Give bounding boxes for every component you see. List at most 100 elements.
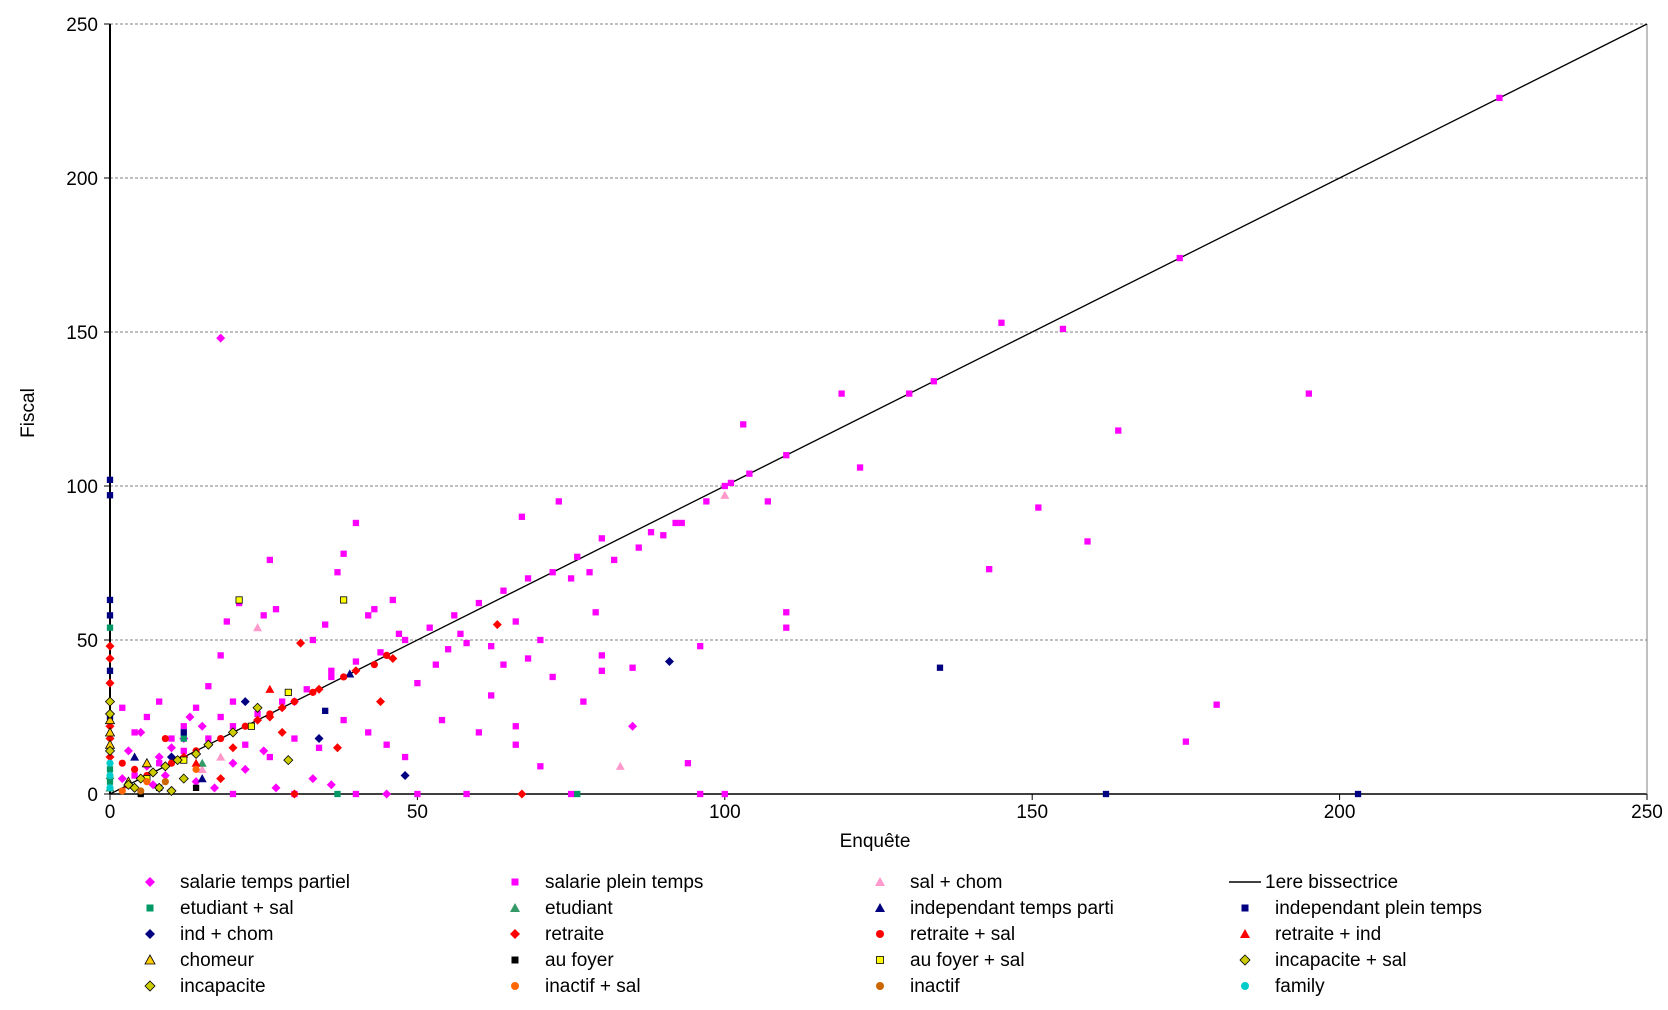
data-point bbox=[143, 713, 151, 721]
data-point bbox=[192, 704, 200, 711]
data-point bbox=[156, 760, 163, 767]
y-axis-title: Fiscal bbox=[18, 388, 39, 438]
data-point bbox=[106, 476, 114, 483]
data-point bbox=[308, 774, 318, 784]
data-point bbox=[524, 575, 532, 582]
data-point bbox=[178, 773, 189, 784]
data-point bbox=[388, 653, 398, 663]
data-point bbox=[598, 535, 605, 542]
data-point bbox=[930, 378, 937, 385]
y-tick-label: 0 bbox=[87, 785, 98, 806]
data-point bbox=[457, 630, 464, 637]
legend-swatch bbox=[876, 956, 884, 964]
data-point bbox=[328, 667, 335, 674]
data-point bbox=[106, 766, 114, 773]
data-point bbox=[1496, 94, 1503, 102]
data-point bbox=[154, 782, 165, 793]
data-point bbox=[598, 652, 605, 659]
data-point bbox=[180, 747, 187, 755]
legend-swatch bbox=[875, 877, 885, 886]
data-point bbox=[512, 741, 519, 748]
data-point bbox=[266, 556, 273, 564]
data-point bbox=[123, 746, 133, 756]
data-point bbox=[131, 772, 138, 779]
data-point bbox=[137, 787, 145, 795]
data-point bbox=[309, 636, 317, 644]
data-layer bbox=[104, 23, 1648, 799]
data-point bbox=[537, 636, 544, 644]
series-group bbox=[106, 624, 581, 798]
data-point bbox=[567, 790, 575, 798]
data-point bbox=[703, 498, 710, 505]
x-tick-label: 150 bbox=[1016, 802, 1048, 823]
data-point bbox=[277, 727, 287, 737]
data-point bbox=[727, 479, 735, 487]
data-point bbox=[106, 771, 114, 780]
legend-label: etudiant bbox=[545, 898, 613, 919]
legend-label: au foyer bbox=[545, 950, 614, 971]
data-point bbox=[104, 745, 116, 756]
data-point bbox=[104, 708, 116, 719]
data-point bbox=[106, 778, 114, 785]
data-point bbox=[156, 698, 163, 705]
data-point bbox=[105, 653, 115, 663]
data-point bbox=[106, 612, 114, 619]
data-point bbox=[129, 782, 140, 793]
data-point bbox=[217, 734, 225, 743]
legend-swatch bbox=[144, 980, 156, 992]
data-point bbox=[205, 683, 212, 690]
data-point bbox=[426, 624, 433, 631]
x-axis-title: Enquête bbox=[840, 831, 911, 852]
legend-label: salarie plein temps bbox=[545, 872, 703, 893]
data-point bbox=[664, 657, 674, 667]
legend-swatch bbox=[146, 904, 154, 912]
data-point bbox=[328, 673, 335, 681]
data-point bbox=[389, 596, 396, 604]
data-point bbox=[574, 790, 581, 798]
data-point bbox=[512, 723, 519, 730]
legend-item: retraite + ind bbox=[1240, 924, 1381, 945]
x-tick-label: 200 bbox=[1324, 802, 1356, 823]
data-point bbox=[240, 764, 250, 774]
data-point bbox=[227, 727, 239, 738]
data-point bbox=[549, 673, 556, 681]
data-point bbox=[147, 767, 159, 778]
data-point bbox=[936, 664, 944, 671]
legend-label: retraite + ind bbox=[1275, 924, 1381, 945]
data-point bbox=[517, 789, 527, 799]
data-point bbox=[1176, 254, 1183, 262]
legend-item: independant temps parti bbox=[875, 898, 1114, 919]
data-point bbox=[838, 390, 845, 397]
data-point bbox=[1213, 701, 1220, 708]
data-point bbox=[106, 596, 114, 604]
data-point bbox=[168, 735, 175, 742]
data-point bbox=[1115, 427, 1122, 434]
data-point bbox=[414, 790, 421, 798]
data-point bbox=[488, 692, 495, 699]
data-point bbox=[130, 765, 139, 773]
data-point bbox=[105, 752, 115, 762]
legend-item: chomeur bbox=[144, 950, 255, 971]
legend-label: inactif + sal bbox=[545, 976, 641, 997]
legend-item: etudiant bbox=[510, 898, 613, 919]
data-point bbox=[721, 482, 728, 490]
data-point bbox=[192, 784, 200, 791]
data-point bbox=[400, 771, 410, 781]
legend-label: etudiant + sal bbox=[180, 898, 294, 919]
data-point bbox=[740, 421, 747, 428]
data-point bbox=[1059, 325, 1067, 333]
data-point bbox=[104, 727, 116, 737]
data-point bbox=[475, 729, 483, 736]
data-point bbox=[783, 624, 790, 631]
data-point bbox=[197, 764, 207, 773]
legend-swatch bbox=[876, 982, 884, 990]
data-point bbox=[524, 655, 532, 662]
data-point bbox=[463, 790, 470, 798]
data-point bbox=[610, 556, 618, 564]
data-point bbox=[401, 636, 409, 644]
legend-swatch bbox=[875, 903, 885, 912]
data-point bbox=[259, 746, 269, 756]
data-point bbox=[500, 661, 507, 668]
data-point bbox=[105, 678, 115, 688]
